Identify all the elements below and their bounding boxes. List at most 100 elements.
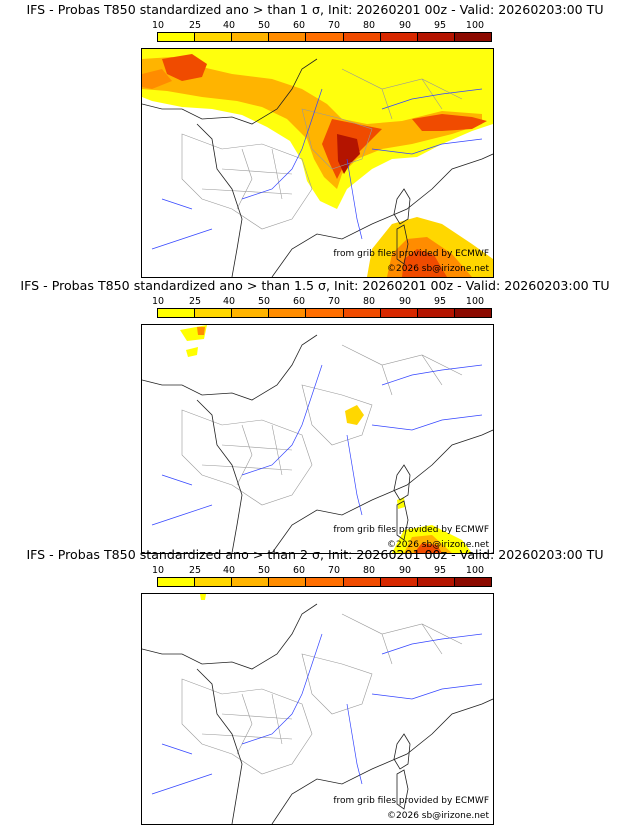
river-line [371, 414, 483, 431]
panel-2sigma: IFS - Probas T850 standardized ano > tha… [0, 545, 630, 825]
river-line [241, 633, 323, 745]
river-line [381, 88, 483, 110]
tick-label: 25 [188, 565, 202, 576]
colorbar-swatch [343, 33, 381, 41]
colorbar-swatch [195, 309, 233, 317]
prob-area-yellow [186, 347, 198, 357]
map-1sigma: from grib files provided by ECMWF ©2026 … [141, 48, 494, 278]
tick-label: 80 [362, 20, 376, 31]
prob-area-orange [142, 57, 482, 189]
prob-area-yellow [345, 405, 364, 425]
border-line [341, 68, 463, 120]
tick-label: 100 [465, 20, 485, 31]
panel-1sigma: IFS - Probas T850 standardized ano > tha… [0, 0, 630, 278]
panel-title: IFS - Probas T850 standardized ano > tha… [20, 278, 610, 293]
prob-area-yellow [200, 594, 206, 600]
rivers [151, 364, 483, 526]
colorbar [157, 32, 492, 42]
copyright: ©2026 sb@irizone.net [387, 811, 489, 821]
colorbar-swatch [454, 309, 491, 317]
colorbar-swatch [417, 578, 455, 586]
coastline [142, 58, 493, 277]
colorbar-swatch [380, 309, 418, 317]
colorbar [157, 308, 492, 318]
prob-area-red [162, 54, 207, 81]
colorbar-swatch [158, 33, 196, 41]
coast-line [393, 464, 411, 501]
river-line [151, 198, 213, 250]
river-line [371, 683, 483, 700]
tick-label: 25 [188, 20, 202, 31]
tick-label: 60 [292, 565, 306, 576]
coast-line [393, 733, 411, 770]
border-line [201, 693, 293, 755]
source-credit: from grib files provided by ECMWF [333, 249, 489, 259]
border-line [341, 613, 463, 665]
colorbar-swatch [232, 309, 270, 317]
colorbar-swatch [269, 578, 307, 586]
probability-field [200, 594, 206, 600]
tick-label: 100 [465, 565, 485, 576]
river-line [381, 364, 483, 386]
tick-label: 70 [327, 565, 341, 576]
coast-line [271, 153, 493, 277]
borders [181, 68, 463, 230]
coast-line [396, 500, 409, 541]
rivers [151, 633, 483, 795]
map-2sigma: from grib files provided by ECMWF ©2026 … [141, 593, 494, 825]
tick-label: 10 [151, 565, 165, 576]
tick-label: 40 [222, 565, 236, 576]
river-line [151, 474, 213, 526]
coast-line [142, 58, 318, 125]
coast-line [196, 123, 243, 277]
border-line [201, 424, 293, 486]
colorbar-swatch [269, 309, 307, 317]
rivers [151, 88, 483, 250]
prob-area-red [402, 249, 447, 277]
coast-line [271, 698, 493, 824]
colorbar-swatch [306, 309, 344, 317]
border-line [201, 148, 293, 210]
border-line [301, 384, 373, 446]
colorbar-swatch [417, 309, 455, 317]
colorbar-swatch [195, 33, 233, 41]
tick-label: 50 [257, 296, 271, 307]
colorbar-labels: 10 25 40 50 60 70 80 90 95 100 [152, 296, 492, 308]
colorbar-swatch [343, 309, 381, 317]
colorbar-swatch [417, 33, 455, 41]
border-line [181, 409, 313, 506]
prob-area-red [414, 543, 442, 553]
river-line [241, 88, 323, 200]
river-line [151, 743, 213, 795]
colorbar-swatch [158, 578, 196, 586]
borders [181, 613, 463, 775]
tick-label: 10 [151, 20, 165, 31]
river-line [371, 138, 483, 155]
tick-label: 95 [433, 20, 447, 31]
coastline [142, 334, 493, 553]
coast-line [142, 603, 318, 670]
colorbar-labels: 10 25 40 50 60 70 80 90 95 100 [152, 20, 492, 32]
tick-label: 50 [257, 565, 271, 576]
colorbar-swatch [306, 578, 344, 586]
colorbar-labels: 10 25 40 50 60 70 80 90 95 100 [152, 565, 492, 577]
source-credit: from grib files provided by ECMWF [333, 525, 489, 535]
copyright: ©2026 sb@irizone.net [387, 540, 489, 550]
probability-field [180, 325, 472, 553]
coastline [142, 603, 493, 824]
colorbar-swatch [269, 33, 307, 41]
tick-label: 95 [433, 296, 447, 307]
prob-area-darkred [337, 134, 360, 174]
copyright: ©2026 sb@irizone.net [387, 264, 489, 274]
tick-label: 90 [398, 296, 412, 307]
probability-field [142, 49, 493, 277]
prob-area-red [412, 114, 487, 131]
colorbar-swatch [343, 578, 381, 586]
tick-label: 70 [327, 296, 341, 307]
borders [181, 344, 463, 506]
river-line [381, 633, 483, 655]
colorbar-swatch [232, 578, 270, 586]
coast-line [142, 334, 318, 401]
border-line [301, 653, 373, 715]
river-line [241, 364, 323, 476]
